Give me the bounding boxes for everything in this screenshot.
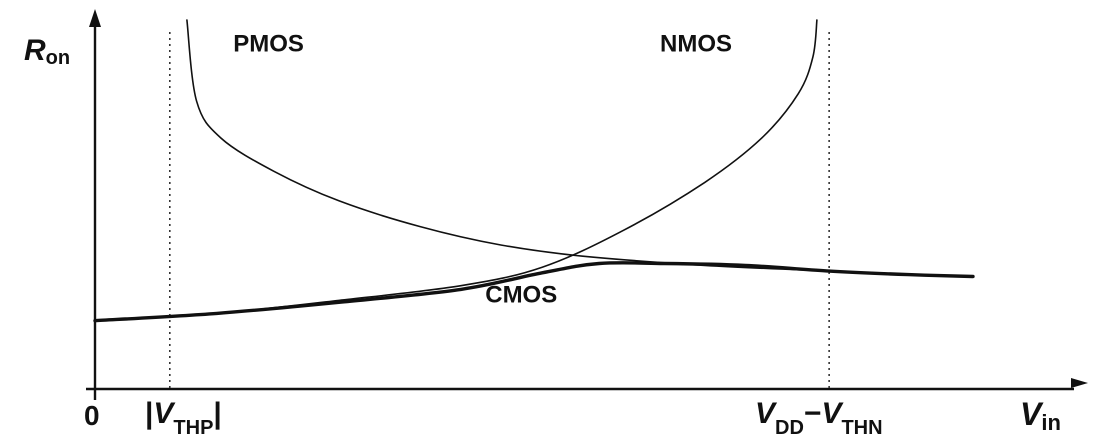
axes bbox=[86, 9, 1088, 400]
pmos-label: PMOS bbox=[233, 30, 304, 57]
threshold-lines bbox=[168, 32, 830, 389]
chart-labels: Ron Vin 0 |VTHP| VDD−VTHN PMOS NMOS CMOS bbox=[24, 30, 1061, 437]
y-axis-arrow bbox=[89, 9, 101, 27]
x-axis-arrow bbox=[1071, 378, 1088, 388]
x-axis-label: Vin bbox=[1020, 396, 1061, 435]
pmos-curve bbox=[186, 19, 974, 278]
cmos-label: CMOS bbox=[485, 281, 557, 308]
vdd-vthn-label: VDD−VTHN bbox=[755, 397, 883, 437]
vthp-label: |VTHP| bbox=[145, 397, 222, 437]
series-curves bbox=[93, 19, 975, 323]
cmos-curve bbox=[93, 261, 975, 323]
nmos-curve bbox=[94, 19, 818, 322]
origin-label: 0 bbox=[84, 400, 100, 431]
y-axis-label: Ron bbox=[24, 34, 70, 69]
nmos-label: NMOS bbox=[660, 30, 732, 57]
